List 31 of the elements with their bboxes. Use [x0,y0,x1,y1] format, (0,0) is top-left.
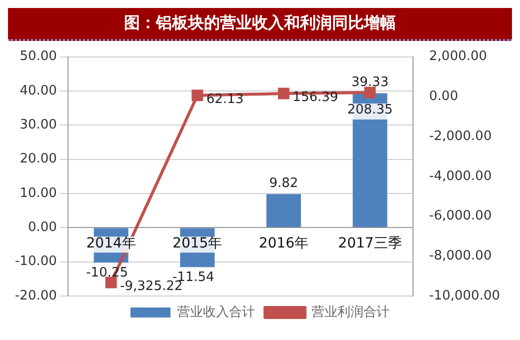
y-tick-label: 0.00 [28,220,57,236]
y2-tick-label: -2,000.00 [429,128,492,144]
bar [266,194,301,228]
y2-tick-label: -10,000.00 [429,288,500,304]
y2-tick-label: 2,000.00 [429,49,488,64]
y-tick-label: 50.00 [20,49,57,64]
point [192,90,204,102]
y-tick-label: 10.00 [20,186,57,201]
data-label: 9.82 [269,176,298,191]
y-tick-label: 30.00 [20,118,57,133]
legend-label: 营业利润合计 [312,304,390,320]
x-tick-label: 2014年 [86,235,136,252]
data-label: 39.33 [351,75,389,90]
data-label: 208.35 [347,102,393,118]
y-tick-label: 40.00 [20,83,57,98]
point [278,88,290,100]
x-tick-label: 2015年 [172,235,222,252]
y-tick-label: -10.00 [14,254,57,270]
x-tick-label: 2017三季 [338,235,402,252]
data-label: 62.13 [206,92,244,107]
y2-tick-label: -4,000.00 [429,168,492,184]
point [364,86,376,98]
chart-title: 图：铝板块的营业收入和利润同比增幅 [8,8,512,41]
y-tick-label: -20.00 [14,288,57,304]
y-tick-label: 20.00 [20,152,57,167]
data-label: 156.39 [292,90,338,105]
x-tick-label: 2016年 [258,235,309,252]
legend-label: 营业收入合计 [177,304,255,320]
y2-tick-label: -8,000.00 [429,248,492,264]
y2-tick-label: -6,000.00 [429,208,492,224]
y2-tick-label: 0.00 [429,89,458,104]
